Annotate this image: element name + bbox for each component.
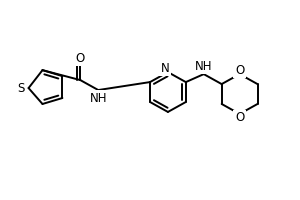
Text: O: O [235,64,244,77]
Text: N: N [160,62,169,75]
Text: NH: NH [89,92,107,105]
Text: O: O [76,52,85,65]
Text: NH: NH [195,60,212,73]
Text: S: S [17,82,24,95]
Text: O: O [235,111,244,124]
